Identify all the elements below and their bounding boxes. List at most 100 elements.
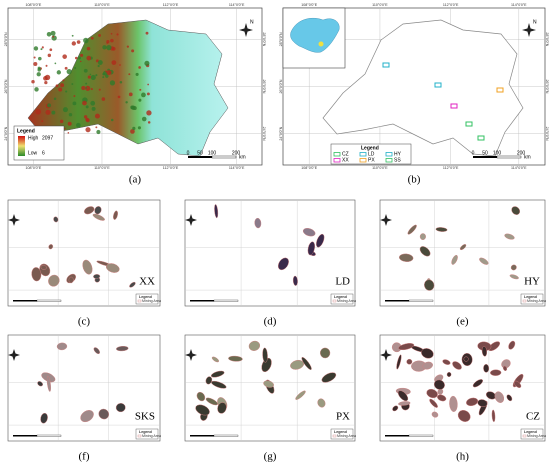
map-frame: [7, 199, 161, 307]
terrain-speck: [68, 112, 73, 117]
terrain-speck: [47, 103, 52, 108]
terrain-speck: [65, 90, 68, 93]
legend-swatch: [359, 152, 367, 157]
terrain-speck: [85, 87, 88, 89]
terrain-speck: [94, 113, 100, 119]
north-arrow: [185, 214, 197, 226]
terrain-speck: [79, 60, 82, 63]
terrain-speck: [111, 60, 117, 65]
lat-label: 26°0'0"N: [4, 79, 8, 93]
mining-area: [431, 411, 439, 418]
mining-area: [302, 228, 316, 237]
panel-label: (b): [408, 174, 421, 186]
terrain-speck: [74, 67, 77, 69]
legend-box: [330, 293, 354, 305]
scale-tick: 0: [472, 150, 475, 156]
scale-tick: 50: [482, 150, 488, 156]
terrain-speck: [62, 54, 67, 59]
terrain-speck: [102, 76, 105, 79]
terrain-speck: [106, 41, 109, 44]
terrain-speck: [97, 64, 100, 68]
mining-area: [92, 213, 105, 221]
legend-swatch: [385, 152, 393, 157]
legend-swatch: [137, 434, 142, 438]
study-region: [322, 19, 524, 157]
mining-area: [433, 379, 445, 390]
lon-label: 112°0'0"E: [163, 3, 179, 7]
mining-area: [98, 408, 110, 420]
mining-area: [426, 388, 438, 399]
lon-label: 112°0'0"E: [443, 3, 459, 7]
mining-area: [446, 372, 452, 377]
scale-bar: [211, 155, 237, 159]
mining-area: [491, 409, 496, 423]
terrain-speck: [50, 30, 56, 36]
lat-label: 28°0'0"N: [262, 32, 266, 46]
terrain-speck: [106, 45, 112, 51]
terrain-speck: [83, 68, 88, 73]
terrain-speck: [51, 35, 57, 41]
legend-swatch: [332, 434, 337, 438]
mining-area: [68, 276, 74, 284]
terrain-speck: [33, 61, 38, 67]
legend-item: Mining Area: [527, 299, 546, 303]
legend-box: [330, 143, 412, 165]
lon-label: 114°0'0"E: [511, 166, 527, 170]
mining-area: [449, 395, 458, 412]
terrain-speck: [78, 56, 81, 60]
terrain-speck: [38, 56, 42, 61]
mining-area: [317, 398, 326, 408]
north-arrow: [380, 214, 392, 226]
legend-item: HY: [394, 151, 402, 157]
mining-area: [424, 279, 435, 291]
mining-area: [509, 274, 519, 280]
mining-area: [452, 361, 462, 370]
scale-bar: [36, 434, 62, 437]
lat-label: 26°0'0"N: [262, 80, 266, 94]
legend-value: 2097: [42, 135, 53, 141]
terrain-speck: [71, 83, 74, 85]
mining-area: [46, 375, 51, 392]
terrain-speck: [56, 70, 61, 75]
terrain-speck: [33, 56, 36, 59]
terrain-speck: [54, 62, 57, 65]
site-code: LD: [335, 276, 350, 288]
panel-label: (h): [456, 451, 469, 463]
terrain-speck: [116, 33, 119, 36]
legend-swatch: [385, 158, 393, 163]
lon-label: 112°0'0"E: [163, 166, 179, 170]
terrain-speck: [137, 126, 141, 130]
scale-bar: [190, 300, 214, 302]
mining-area: [116, 346, 129, 352]
terrain-speck: [37, 66, 41, 70]
terrain-speck: [45, 109, 51, 115]
lat-label: 28°0'0"N: [4, 32, 8, 46]
mining-area: [316, 233, 325, 248]
mining-area: [301, 357, 312, 370]
north-arrow: [185, 349, 197, 361]
terrain-speck: [71, 41, 76, 46]
map-frame: [184, 199, 356, 307]
north-arrow: [8, 214, 20, 226]
mining-area: [419, 233, 426, 240]
scale-bar: [188, 156, 212, 158]
lon-label: 108°0'0"E: [26, 3, 42, 7]
north-label: N: [533, 19, 537, 25]
legend-box: [330, 428, 354, 440]
terrain-speck: [76, 122, 81, 128]
mining-area: [506, 394, 513, 402]
mining-area: [214, 204, 219, 219]
mining-area: [472, 379, 483, 388]
legend-item: Mining Area: [142, 434, 161, 438]
mining-area: [501, 359, 511, 369]
terrain-speck: [49, 48, 53, 52]
mining-area: [295, 390, 306, 400]
legend-item: XX: [342, 157, 349, 163]
terrain-speck: [135, 72, 139, 76]
terrain-speck: [47, 53, 52, 58]
terrain-speck: [86, 46, 91, 51]
terrain-speck: [141, 92, 146, 98]
mining-area: [483, 364, 490, 373]
